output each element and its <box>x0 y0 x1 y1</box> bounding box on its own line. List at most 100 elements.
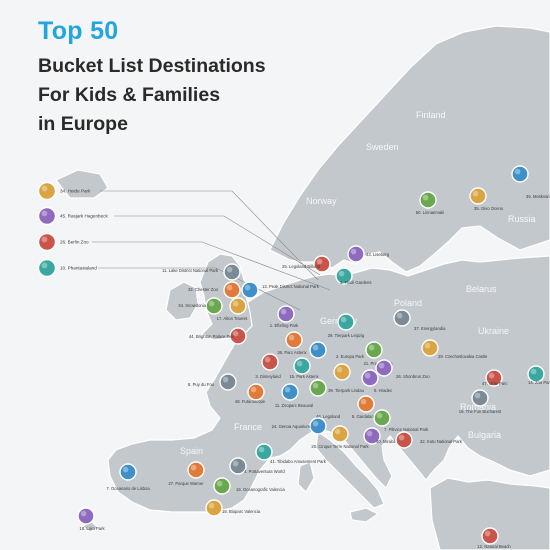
leader-line-phantasialand <box>98 267 301 311</box>
photo-highlight <box>232 300 239 307</box>
photo-highlight <box>226 284 233 291</box>
photo-highlight <box>338 270 345 277</box>
destination-label: 5. Gardaland <box>352 414 377 419</box>
destination-marker-13[interactable] <box>337 313 355 331</box>
destination-21-photo-icon <box>293 357 311 375</box>
destination-29-photo-icon <box>527 365 545 383</box>
photo-highlight <box>232 460 239 467</box>
destination-marker-18[interactable] <box>421 339 439 357</box>
destination-marker-26[interactable] <box>333 363 351 381</box>
destination-26-photo-icon <box>333 363 351 381</box>
destination-marker-17[interactable] <box>365 341 383 359</box>
destination-marker-16[interactable] <box>309 341 327 359</box>
destination-marker-21[interactable] <box>293 357 311 375</box>
destination-markers: 35. Moskvarium 50. Linnanmaki 35. Oivo Oce… <box>77 165 550 549</box>
destination-marker-25[interactable] <box>309 379 327 397</box>
destination-marker-8[interactable] <box>241 281 259 299</box>
destination-marker-10[interactable] <box>229 297 247 315</box>
photo-highlight <box>258 446 265 453</box>
photo-highlight <box>530 368 537 375</box>
destination-marker-12[interactable] <box>229 327 247 345</box>
legend-3-photo-icon <box>37 258 57 278</box>
destination-marker-29[interactable] <box>527 365 545 383</box>
destination-marker-37[interactable] <box>255 443 273 461</box>
destination-label: 2. Europa Park <box>336 354 365 359</box>
destination-marker-19[interactable] <box>375 359 393 377</box>
destination-1-photo-icon <box>419 191 437 209</box>
destination-marker-33[interactable] <box>373 409 391 427</box>
destination-marker-15[interactable] <box>285 331 303 349</box>
iceland-shape <box>55 169 109 199</box>
destination-marker-22[interactable] <box>219 373 237 391</box>
destination-8-photo-icon <box>241 281 259 299</box>
destination-marker-43[interactable] <box>77 507 95 525</box>
destination-marker-30[interactable] <box>471 389 489 407</box>
destination-marker-27[interactable] <box>361 369 379 387</box>
balkan-south-shape <box>429 477 550 550</box>
destination-marker-39[interactable] <box>187 461 205 479</box>
destination-marker-32[interactable] <box>309 417 327 435</box>
destination-label: 8. Puy du Fou <box>188 382 215 387</box>
legend-marker-3[interactable] <box>37 258 57 278</box>
destination-12-photo-icon <box>229 327 247 345</box>
destination-label: 43. Liseberg <box>366 252 390 257</box>
destination-marker-5[interactable] <box>335 267 353 285</box>
title-line-4: in Europe <box>38 113 128 135</box>
photo-highlight <box>41 236 48 243</box>
leader-line-heide-park <box>100 190 319 281</box>
country-bulgaria: Bulgaria <box>468 430 501 440</box>
destination-label: 34. Heide Park <box>60 189 91 194</box>
country-poland: Poland <box>394 298 422 308</box>
destination-marker-14[interactable] <box>393 309 411 327</box>
destination-label: 1. Efteling Park <box>270 323 299 328</box>
photo-highlight <box>336 366 343 373</box>
destination-label: 44. Brighton Palace Pier <box>189 334 235 339</box>
destination-43-photo-icon <box>77 507 95 525</box>
destination-label: 17. Alton Towers <box>217 316 248 321</box>
destination-label: 33. Chester Zoo <box>188 287 219 292</box>
destination-marker-4[interactable] <box>313 255 331 273</box>
destination-marker-11[interactable] <box>277 305 295 323</box>
destination-marker-34[interactable] <box>331 425 349 443</box>
photo-highlight <box>226 266 233 273</box>
destination-marker-42[interactable] <box>205 499 223 517</box>
destination-label: 24. Genoa Aquarium <box>272 424 311 429</box>
photo-highlight <box>208 300 215 307</box>
destination-label: 3. Tivoli Gardens <box>340 280 371 285</box>
photo-highlight <box>366 430 373 437</box>
title-line-3: For Kids & Families <box>38 84 221 106</box>
destination-marker-24[interactable] <box>281 383 299 401</box>
legend-marker-0[interactable] <box>37 181 57 201</box>
photo-highlight <box>41 210 48 217</box>
destination-marker-23[interactable] <box>247 383 265 401</box>
legend-marker-2[interactable] <box>37 232 57 252</box>
destination-label: 11. Lake District National Park <box>162 268 219 273</box>
destination-marker-44[interactable] <box>481 527 499 545</box>
continent-shape <box>107 255 550 513</box>
destination-40-photo-icon <box>119 463 137 481</box>
destination-label: 41. Tibidabo Amusement Park <box>270 459 327 464</box>
destination-marker-38[interactable] <box>229 457 247 475</box>
country-belarus: Belarus <box>466 284 497 294</box>
destination-marker-0[interactable] <box>511 165 529 183</box>
destination-marker-40[interactable] <box>119 463 137 481</box>
destination-marker-7[interactable] <box>223 281 241 299</box>
destination-7-photo-icon <box>223 281 241 299</box>
destination-marker-28[interactable] <box>485 369 503 387</box>
destination-marker-20[interactable] <box>261 353 279 371</box>
destination-marker-1[interactable] <box>419 191 437 209</box>
destination-marker-2[interactable] <box>469 187 487 205</box>
photo-highlight <box>364 372 371 379</box>
destination-marker-31[interactable] <box>357 395 375 413</box>
destination-marker-36[interactable] <box>395 431 413 449</box>
photo-highlight <box>484 530 491 537</box>
ireland-shape <box>165 281 199 321</box>
destination-marker-3[interactable] <box>347 245 365 263</box>
destination-marker-35[interactable] <box>363 427 381 445</box>
destination-marker-41[interactable] <box>213 477 231 495</box>
legend-marker-1[interactable] <box>37 206 57 226</box>
destination-marker-6[interactable] <box>223 263 241 281</box>
photo-highlight <box>312 344 319 351</box>
photo-highlight <box>514 168 521 175</box>
destination-marker-9[interactable] <box>205 297 223 315</box>
